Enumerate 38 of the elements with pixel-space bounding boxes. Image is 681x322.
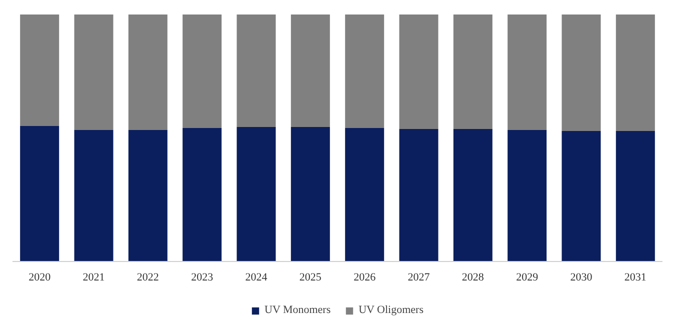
bar — [616, 130, 655, 262]
bar — [345, 128, 384, 262]
legend-label: UV Oligomers — [358, 304, 424, 316]
bar — [508, 14, 547, 130]
bar — [508, 130, 547, 262]
bar — [562, 130, 601, 262]
bar — [182, 14, 222, 128]
bar — [74, 130, 114, 262]
bar — [182, 128, 222, 262]
bar — [74, 14, 114, 130]
x-tick-label: 2021 — [82, 271, 105, 284]
bar — [453, 14, 492, 130]
x-tick-label: 2024 — [245, 271, 268, 284]
x-tick-label: 2030 — [570, 271, 593, 284]
bar — [616, 14, 655, 131]
x-tick-label: 2020 — [28, 271, 52, 284]
bar — [236, 127, 276, 262]
bar — [20, 126, 60, 262]
x-tick-label: 2022 — [136, 271, 159, 284]
x-tick-label: 2027 — [408, 271, 430, 284]
x-tick-label: 2023 — [191, 271, 214, 284]
bar — [453, 129, 492, 262]
bar — [399, 14, 438, 130]
x-tick-label: 2026 — [354, 271, 376, 284]
bar — [128, 130, 168, 262]
bar — [236, 14, 276, 128]
x-tick-label: 2028 — [462, 271, 484, 284]
bar — [399, 129, 438, 262]
bar — [128, 14, 168, 130]
bar — [562, 14, 601, 131]
x-tick-label: 2031 — [624, 271, 646, 284]
bar — [345, 14, 384, 128]
bar — [20, 14, 60, 126]
x-tick-label: 2029 — [516, 271, 539, 284]
bar — [290, 14, 330, 128]
x-tick-label: 2025 — [299, 271, 322, 284]
bar — [290, 127, 330, 262]
legend-label: UV Monomers — [264, 304, 331, 316]
